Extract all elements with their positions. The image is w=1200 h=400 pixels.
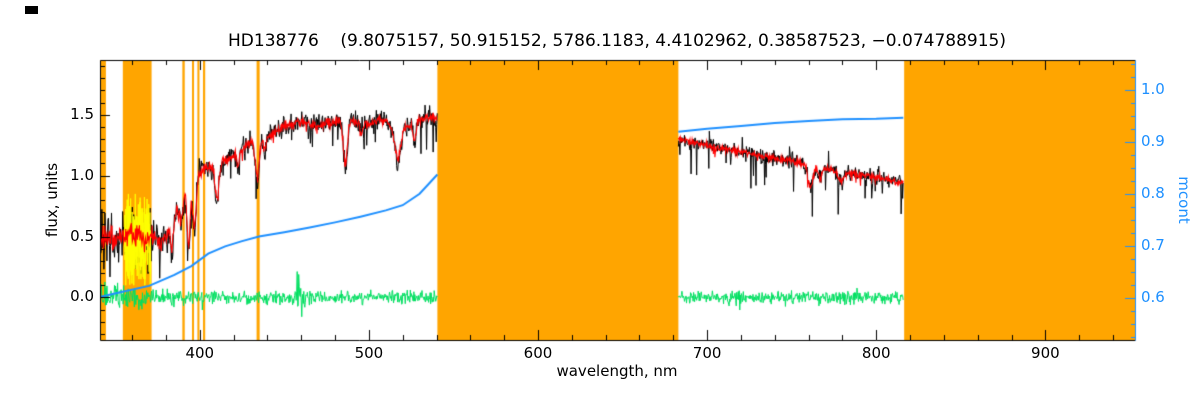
x-tick-label: 600 [523,344,553,362]
y2-tick-label: 0.9 [1141,132,1165,151]
y2-tick-label: 0.7 [1141,236,1165,255]
y2-tick-label: 0.6 [1141,288,1165,307]
x-tick-label: 400 [185,344,215,362]
y2-tick-label: 0.8 [1141,184,1165,203]
y-tick-label: 0.5 [70,226,94,245]
y-tick-label: 0.0 [70,287,94,306]
x-tick-label: 800 [861,344,891,362]
x-tick-label: 500 [354,344,384,362]
screen-artifact [25,6,38,14]
x-axis-label: wavelength, nm [556,362,678,380]
y-tick-label: 1.5 [70,104,94,123]
x-tick-label: 900 [1031,344,1060,362]
x-tick-label: 700 [692,344,722,362]
plot-title: HD138776 (9.8075157, 50.915152, 5786.118… [228,31,1006,51]
y-tick-label: 1.0 [70,165,94,184]
y2-tick-label: 1.0 [1141,80,1165,99]
y-axis-label-mcont: mcont [1175,176,1193,224]
